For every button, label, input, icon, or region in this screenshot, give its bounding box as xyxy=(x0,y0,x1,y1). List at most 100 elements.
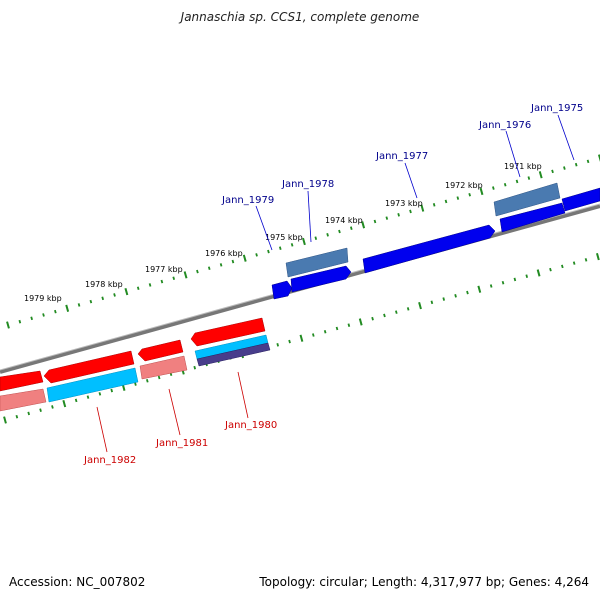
inner-tick xyxy=(86,395,90,399)
leader-jann-1977 xyxy=(404,162,418,199)
gene-label-jann-1982[interactable]: Jann_1982 xyxy=(83,455,136,466)
inner-tick xyxy=(134,382,137,386)
inner-tick xyxy=(489,284,493,288)
gene-arrow-red-1[interactable] xyxy=(0,370,44,392)
gene-shade-jann-1980 xyxy=(196,342,271,367)
inner-tick xyxy=(536,269,541,277)
leader-jann-1982 xyxy=(96,406,108,453)
bottom-label-leaders xyxy=(96,371,249,453)
outer-tick-row xyxy=(6,154,600,329)
gene-label-jann-1976[interactable]: Jann_1976 xyxy=(478,120,531,131)
gene-label-jann-1978[interactable]: Jann_1978 xyxy=(281,179,334,190)
gene-shade-jann-1976 xyxy=(493,182,561,217)
leader-jann-1976 xyxy=(505,130,521,178)
inner-tick xyxy=(358,318,363,326)
inner-tick xyxy=(383,313,386,318)
inner-tick xyxy=(477,285,482,293)
outer-tick xyxy=(373,219,377,224)
inner-tick xyxy=(3,416,7,424)
leader-jann-1980 xyxy=(237,371,249,419)
inner-tick xyxy=(62,400,67,408)
outer-tick xyxy=(89,299,93,304)
inner-tick xyxy=(501,280,505,285)
inner-tick xyxy=(288,339,291,344)
inner-tick xyxy=(110,388,114,393)
inner-tick xyxy=(584,258,588,262)
gene-arrow-jann-1979[interactable] xyxy=(271,280,293,300)
outer-tick xyxy=(456,196,460,200)
inner-tick xyxy=(146,378,149,383)
leader-jann-1975 xyxy=(557,114,575,161)
gene-label-jann-1980[interactable]: Jann_1980 xyxy=(224,420,277,431)
ruler-label-1976: 1976 kbp xyxy=(205,249,243,258)
outer-tick xyxy=(397,213,400,217)
outer-tick xyxy=(255,253,258,257)
outer-tick xyxy=(54,309,57,314)
gene-arrow-jann-1981[interactable] xyxy=(137,339,184,362)
outer-tick xyxy=(503,182,507,187)
leader-jann-1979 xyxy=(255,205,273,251)
ruler-label-1975: 1975 kbp xyxy=(265,233,303,242)
outer-tick xyxy=(101,296,105,301)
gene-shade-jann-1981 xyxy=(139,355,188,380)
inner-tick xyxy=(299,334,304,342)
inner-tick xyxy=(561,264,564,269)
gene-arrow-jann-1976[interactable] xyxy=(499,202,566,233)
outer-tick xyxy=(420,204,425,212)
gene-label-jann-1981[interactable]: Jann_1981 xyxy=(155,438,208,449)
outer-tick xyxy=(338,229,341,234)
outer-tick xyxy=(586,159,590,164)
inner-tick xyxy=(74,398,78,403)
gene-label-jann-1977[interactable]: Jann_1977 xyxy=(375,151,428,162)
gene-shade-jann-1978 xyxy=(285,247,349,278)
gene-label-jann-1975[interactable]: Jann_1975 xyxy=(530,103,583,114)
gene-arrow-red-4[interactable] xyxy=(190,317,266,347)
gene-arrow-jann-1978[interactable] xyxy=(290,265,352,293)
inner-tick xyxy=(572,261,576,265)
inner-tick xyxy=(549,267,552,272)
outer-tick xyxy=(432,202,436,207)
outer-tick xyxy=(326,233,329,237)
outer-tick xyxy=(538,171,543,179)
outer-tick xyxy=(242,254,247,262)
outer-tick xyxy=(124,287,129,296)
inner-tick xyxy=(335,326,339,331)
map-title: Jannaschia sp. CCS1, complete genome xyxy=(180,10,420,24)
gene-arrow-jann-1977[interactable] xyxy=(362,224,496,274)
inner-tick xyxy=(98,392,102,396)
ruler-label-1979: 1979 kbp xyxy=(24,294,62,303)
ruler-label-1971: 1971 kbp xyxy=(504,162,542,171)
outer-tick xyxy=(183,271,188,279)
outer-tick xyxy=(77,303,81,307)
gene-arrow-jann-1975[interactable] xyxy=(561,187,600,212)
inner-tick xyxy=(513,277,517,282)
inner-tick xyxy=(347,323,351,327)
outer-tick xyxy=(172,276,176,281)
outer-tick xyxy=(574,162,578,167)
inner-tick xyxy=(51,405,54,409)
outer-tick xyxy=(267,249,270,254)
topology-label: Topology: circular; Length: 4,317,977 bp… xyxy=(259,575,589,589)
inner-tick xyxy=(312,333,315,337)
outer-tick xyxy=(113,293,116,297)
gene-label-jann-1979[interactable]: Jann_1979 xyxy=(221,195,274,206)
outer-tick xyxy=(563,166,566,170)
outer-tick xyxy=(219,263,223,267)
inner-tick xyxy=(15,414,19,419)
outer-tick xyxy=(30,316,33,321)
outer-tick xyxy=(136,286,140,291)
ruler-label-1973: 1973 kbp xyxy=(385,199,423,208)
inner-tick xyxy=(193,365,197,370)
outer-tick xyxy=(6,321,10,329)
inner-tick xyxy=(323,329,327,334)
inner-tick xyxy=(442,297,446,301)
outer-tick xyxy=(551,169,554,174)
outer-tick xyxy=(290,243,294,247)
outer-tick xyxy=(385,216,389,220)
inner-tick xyxy=(371,316,374,321)
outer-tick xyxy=(492,186,495,190)
outer-tick xyxy=(314,236,318,240)
outer-tick xyxy=(444,199,448,204)
gene-arrow-jann-1982[interactable] xyxy=(43,350,135,384)
